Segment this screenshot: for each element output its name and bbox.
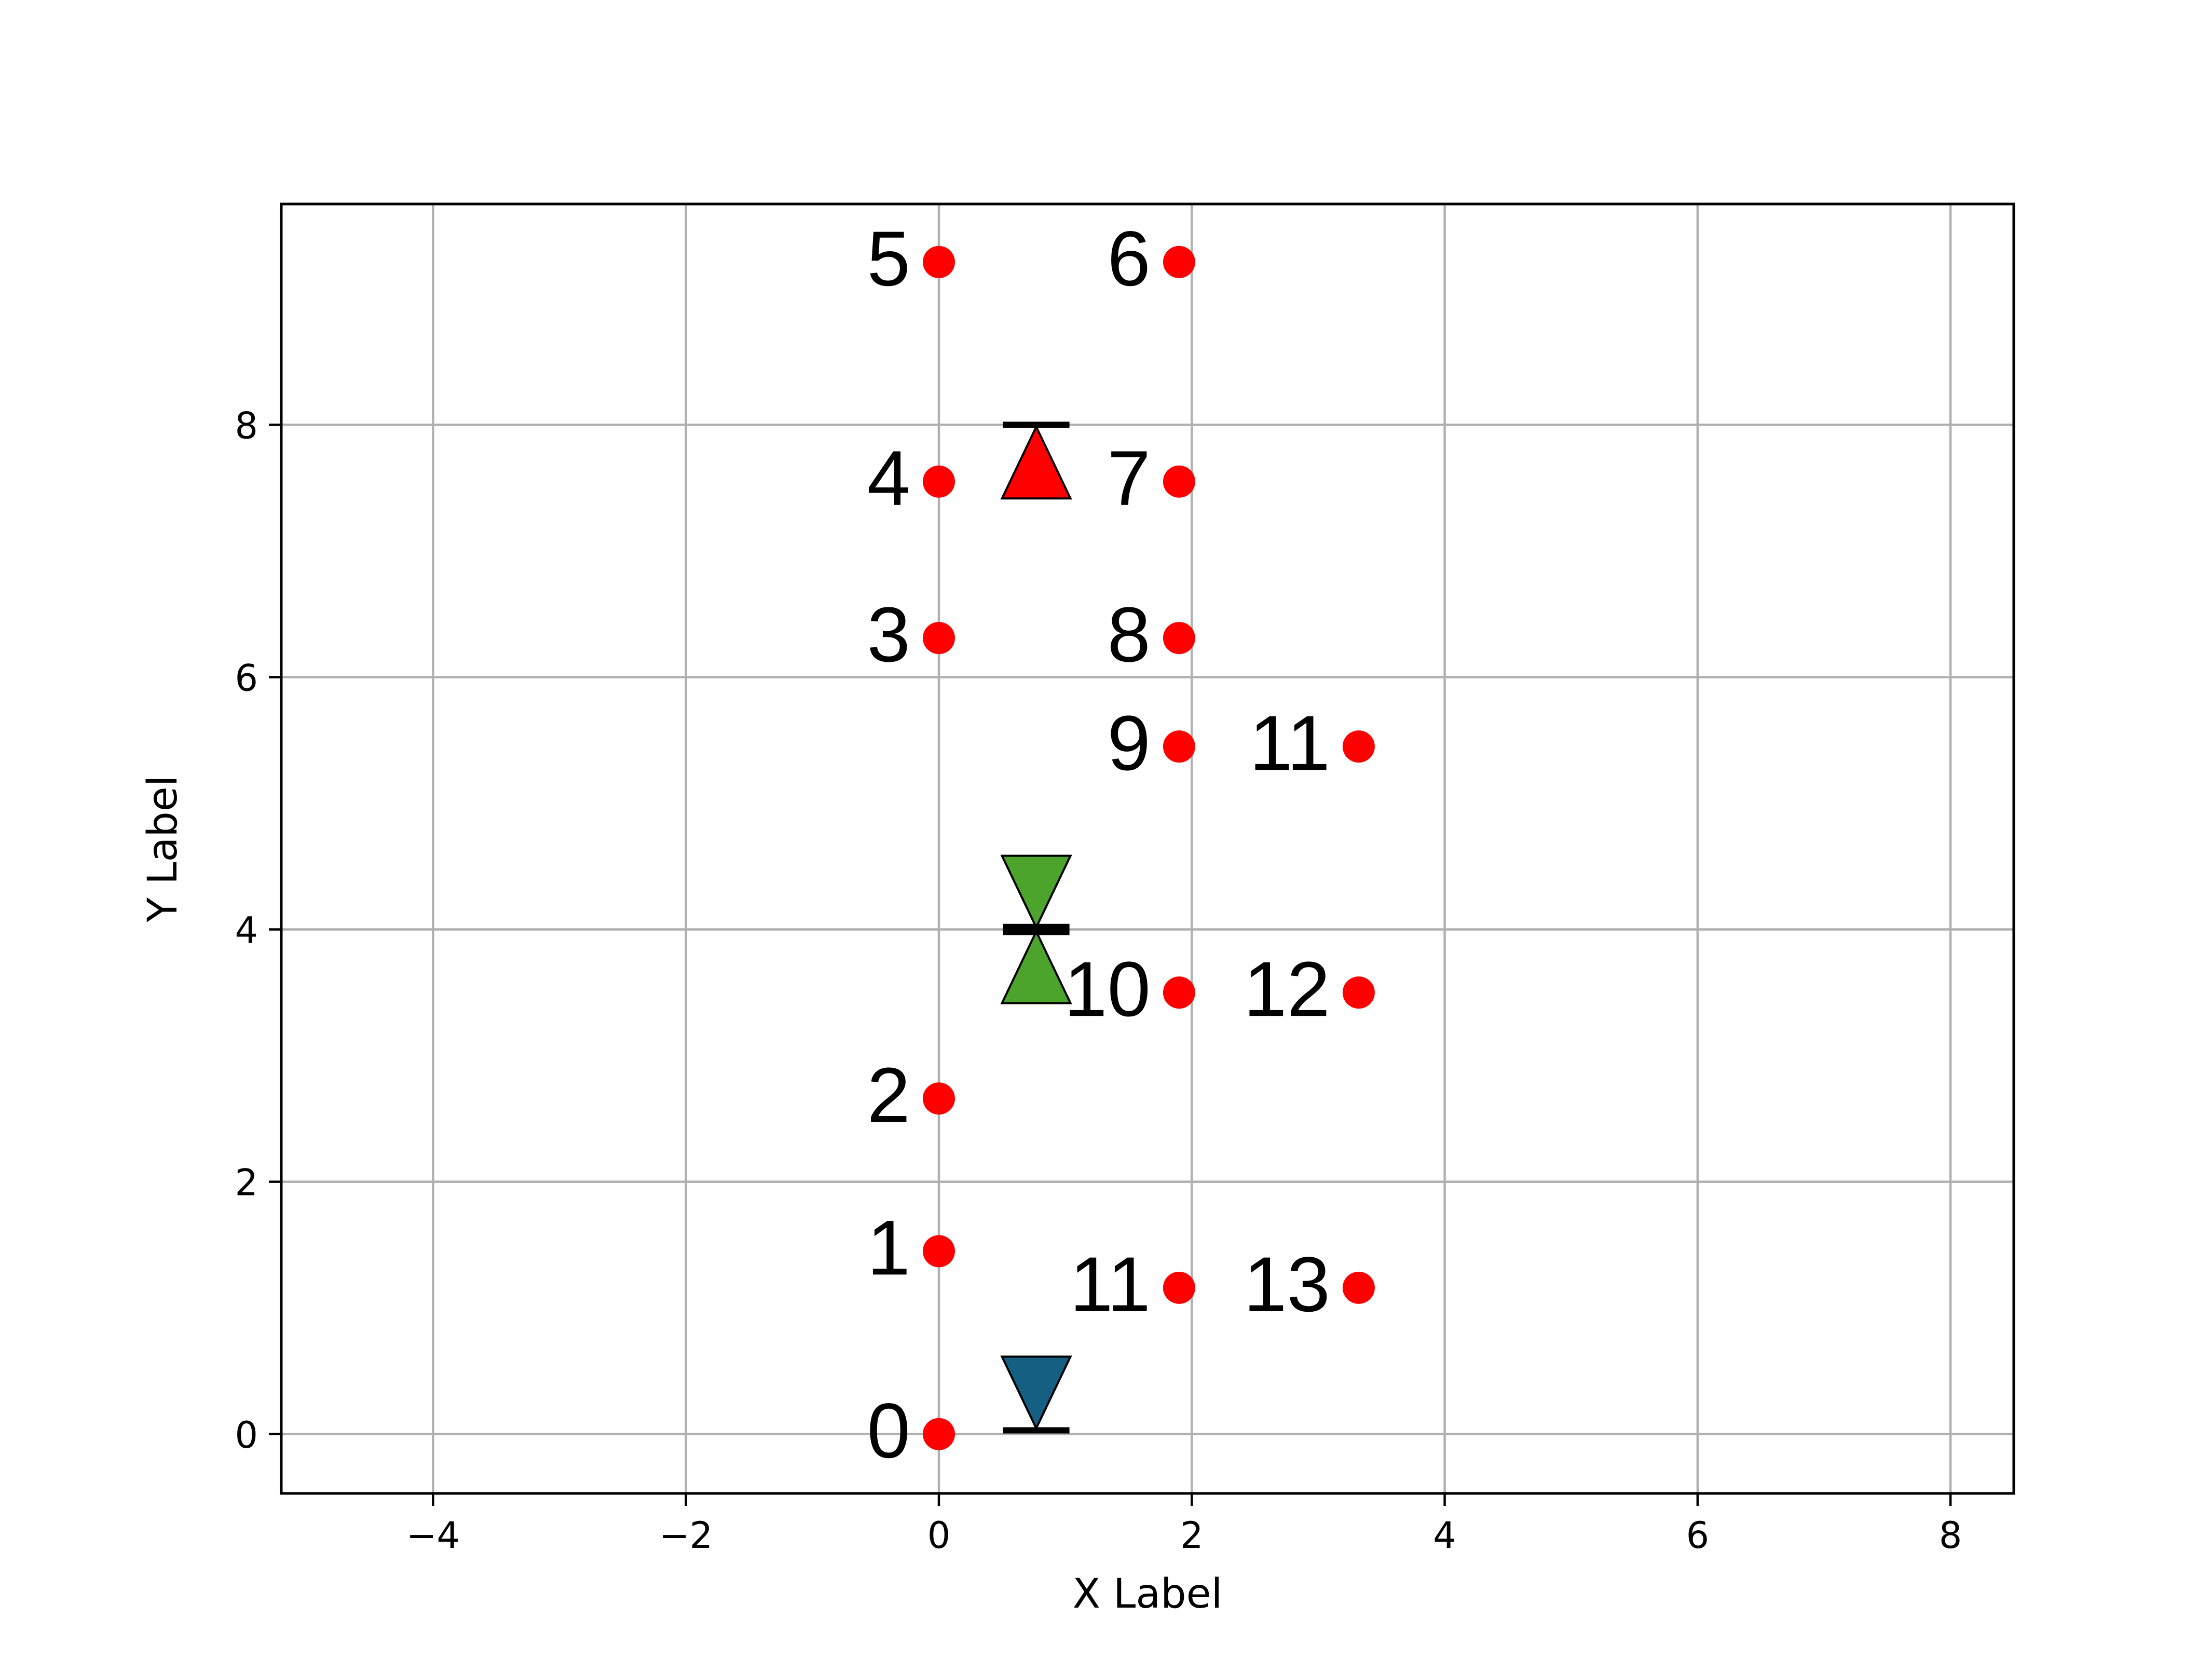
- data-point: [1163, 976, 1195, 1009]
- x-tick-label: 2: [1180, 1514, 1204, 1557]
- data-point: [1163, 1271, 1195, 1304]
- y-tick-label: 0: [235, 1414, 258, 1457]
- data-point: [922, 1418, 955, 1450]
- y-tick-label: 4: [235, 909, 258, 952]
- point-label: 12: [1244, 945, 1330, 1032]
- data-point: [922, 622, 955, 655]
- triangle-up-marker: [1000, 929, 1072, 1004]
- data-point: [1163, 730, 1195, 763]
- point-label: 0: [867, 1387, 910, 1474]
- data-point: [1342, 730, 1375, 763]
- point-label: 6: [1107, 215, 1150, 302]
- point-label: 10: [1064, 945, 1151, 1032]
- point-label: 3: [867, 591, 910, 678]
- data-point: [922, 465, 955, 498]
- point-label: 2: [867, 1051, 910, 1138]
- data-point: [1342, 1271, 1375, 1304]
- data-point: [1342, 976, 1375, 1009]
- x-tick-label: 4: [1433, 1514, 1456, 1557]
- triangle-down-marker: [1000, 1355, 1072, 1431]
- point-label: 7: [1107, 434, 1150, 522]
- y-tick-label: 6: [235, 657, 258, 699]
- point-series: [922, 246, 1375, 1450]
- data-point: [922, 1082, 955, 1115]
- point-label: 4: [867, 434, 910, 522]
- x-tick-label: 0: [927, 1514, 951, 1557]
- point-label: 11: [1249, 699, 1330, 786]
- data-point: [922, 1235, 955, 1268]
- grid-lines: [281, 204, 2014, 1493]
- point-label: 9: [1107, 699, 1150, 786]
- point-label: 13: [1244, 1241, 1330, 1328]
- y-tick-label: 8: [235, 404, 258, 447]
- data-point: [1163, 465, 1195, 498]
- triangle-up-marker: [1000, 424, 1072, 500]
- y-tick-label: 2: [235, 1162, 258, 1204]
- y-axis-label: Y Label: [140, 776, 186, 923]
- x-tick-label: −2: [659, 1514, 713, 1557]
- data-point: [922, 246, 955, 278]
- data-point: [1163, 622, 1195, 655]
- point-label: 5: [867, 215, 910, 302]
- marker-series: [1000, 421, 1072, 1434]
- x-tick-label: 6: [1686, 1514, 1710, 1557]
- plot-frame: [280, 202, 2015, 1495]
- point-label: 11: [1070, 1241, 1151, 1328]
- axis-ticks: −4 −2 0 2 4 6 8 0 2 4 6 8: [235, 404, 1962, 1557]
- triangle-down-marker: [1000, 854, 1072, 930]
- point-label: 8: [1107, 591, 1150, 678]
- point-label: 1: [867, 1204, 910, 1291]
- data-point: [1163, 246, 1195, 278]
- x-tick-label: −4: [406, 1514, 460, 1557]
- x-axis-label: X Label: [1073, 1571, 1223, 1617]
- x-tick-label: 8: [1939, 1514, 1962, 1557]
